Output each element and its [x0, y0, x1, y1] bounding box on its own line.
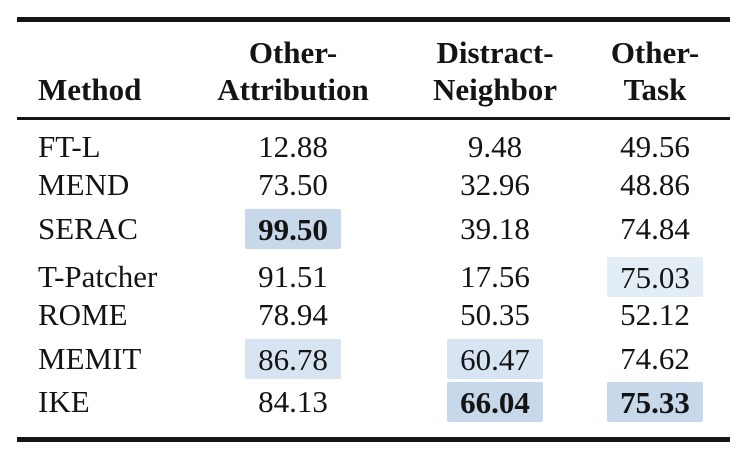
value-cell: 73.50 — [258, 167, 328, 202]
value-cell: 60.47 — [410, 339, 580, 379]
table-row-memit: MEMIT 86.78 60.47 74.62 — [17, 339, 730, 379]
method-cell: T-Patcher — [38, 259, 158, 294]
value-cell: 48.86 — [620, 167, 690, 202]
value-cell: 12.88 — [258, 129, 328, 164]
highlighted-value: 75.03 — [607, 257, 703, 297]
table-body: FT-L 12.88 9.48 49.56 MEND 73.50 32.96 4… — [17, 120, 730, 437]
results-table: Method Other- Attribution Distract- Neig… — [17, 17, 730, 442]
value-cell: 86.78 — [176, 339, 410, 379]
header-other-attribution: Other- Attribution — [217, 35, 369, 107]
header-other-task: Other- Task — [610, 35, 700, 107]
highlighted-value: 86.78 — [245, 339, 341, 379]
value-cell: 50.35 — [460, 297, 530, 332]
highlighted-value: 75.33 — [607, 382, 703, 422]
header-distract-neighbor: Distract- Neighbor — [433, 35, 557, 107]
table-row-tpatcher: T-Patcher 91.51 17.56 75.03 — [17, 257, 730, 297]
table-row-ike: IKE 84.13 66.04 75.33 — [17, 382, 730, 422]
highlighted-value: 60.47 — [447, 339, 543, 379]
header-method: Method — [17, 71, 176, 108]
table-row-serac: SERAC 99.50 39.18 74.84 — [17, 209, 730, 249]
highlighted-value: 66.04 — [447, 382, 543, 422]
method-cell: ROME — [38, 297, 128, 332]
top-rule — [17, 17, 730, 22]
method-cell: IKE — [38, 384, 90, 419]
method-cell: FT-L — [38, 129, 101, 164]
value-cell: 17.56 — [460, 259, 530, 294]
table-row-rome: ROME 78.94 50.35 52.12 — [17, 296, 730, 334]
header-rule — [17, 117, 730, 120]
value-cell: 99.50 — [176, 209, 410, 249]
bottom-rule — [17, 437, 730, 442]
table-row-ftl: FT-L 12.88 9.48 49.56 — [17, 128, 730, 166]
value-cell: 74.62 — [620, 341, 690, 376]
method-cell: MEMIT — [38, 341, 142, 376]
header-row: Method Other- Attribution Distract- Neig… — [17, 22, 730, 117]
value-cell: 32.96 — [460, 167, 530, 202]
header-method-label: Method — [38, 72, 142, 107]
highlighted-value: 99.50 — [245, 209, 341, 249]
value-cell: 74.84 — [620, 211, 690, 246]
value-cell: 75.33 — [580, 382, 730, 422]
value-cell: 91.51 — [258, 259, 328, 294]
value-cell: 84.13 — [258, 384, 328, 419]
value-cell: 75.03 — [580, 257, 730, 297]
value-cell: 49.56 — [620, 129, 690, 164]
value-cell: 66.04 — [410, 382, 580, 422]
method-cell: MEND — [38, 167, 130, 202]
value-cell: 39.18 — [460, 211, 530, 246]
table-row-mend: MEND 73.50 32.96 48.86 — [17, 166, 730, 204]
method-cell: SERAC — [38, 211, 138, 246]
value-cell: 9.48 — [467, 129, 523, 164]
value-cell: 52.12 — [620, 297, 690, 332]
value-cell: 78.94 — [258, 297, 328, 332]
